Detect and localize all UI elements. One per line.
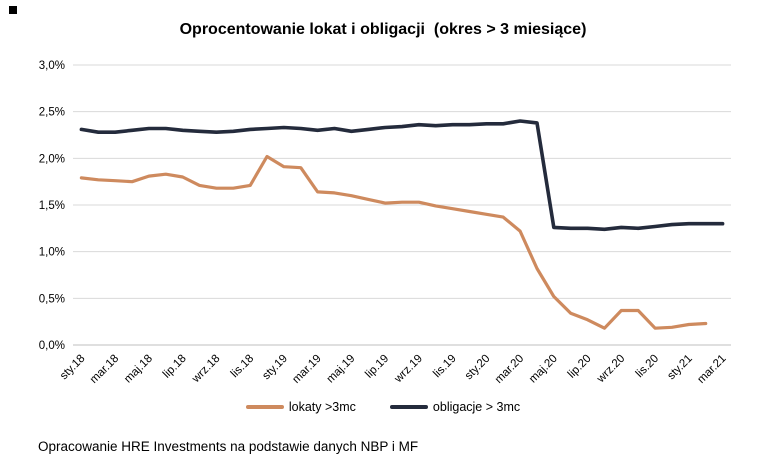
x-axis-tick-label: wrz.20	[594, 353, 627, 386]
y-axis-tick-label: 2,5%	[39, 107, 65, 119]
x-axis-tick-label: mar.20	[493, 353, 526, 386]
obligacje-line-swatch	[389, 405, 428, 409]
x-axis-tick-label: lis.18	[229, 353, 256, 380]
chart-legend: lokaty >3mc obligacje > 3mc	[0, 400, 766, 414]
x-axis-tick-label: maj.19	[325, 353, 358, 386]
lokaty-line-swatch	[245, 405, 284, 409]
x-axis-tick-label: mar.21	[695, 353, 728, 386]
x-axis-tick-label: lip.20	[566, 353, 594, 381]
legend-label-obligacje: obligacje > 3mc	[432, 400, 521, 414]
x-axis-tick-label: wrz.18	[189, 353, 222, 386]
x-axis-tick-label: lip.19	[363, 353, 391, 381]
x-axis-tick-label: maj.18	[122, 353, 155, 386]
x-axis-tick-label: sty.21	[665, 353, 695, 383]
x-axis-tick-label: lis.19	[431, 353, 458, 380]
series-line-obligacje	[79, 119, 725, 232]
x-axis-tick-label: maj.20	[527, 353, 560, 386]
x-axis-tick-label: lis.20	[634, 353, 661, 380]
y-axis-tick-label: 2,0%	[39, 153, 65, 165]
x-axis-tick-label: sty.18	[58, 353, 88, 383]
x-axis-tick-label: sty.19	[260, 353, 290, 383]
x-axis-tick-label: mar.19	[290, 353, 323, 386]
x-axis-tick-label: sty.20	[463, 353, 493, 383]
x-axis-tick-label: lip.18	[161, 353, 189, 381]
source-note: Opracowanie HRE Investments na podstawie…	[38, 439, 419, 454]
series-line-lokaty	[79, 154, 708, 330]
legend-item-obligacje: obligacje > 3mc	[389, 400, 521, 414]
y-axis-tick-label: 0,0%	[39, 340, 65, 352]
chart-title: Oprocentowanie lokat i obligacji (okres …	[179, 21, 587, 38]
x-axis-tick-label: mar.18	[88, 353, 121, 386]
legend-item-lokaty: lokaty >3mc	[245, 400, 356, 414]
legend-label-lokaty: lokaty >3mc	[288, 400, 356, 414]
y-axis-tick-label: 1,5%	[39, 200, 65, 212]
y-axis-tick-label: 0,5%	[39, 293, 65, 305]
y-axis-tick-label: 1,0%	[39, 247, 65, 259]
corner-marker	[9, 6, 17, 14]
y-axis-tick-label: 3,0%	[39, 60, 65, 72]
x-axis-tick-label: wrz.19	[392, 353, 425, 386]
